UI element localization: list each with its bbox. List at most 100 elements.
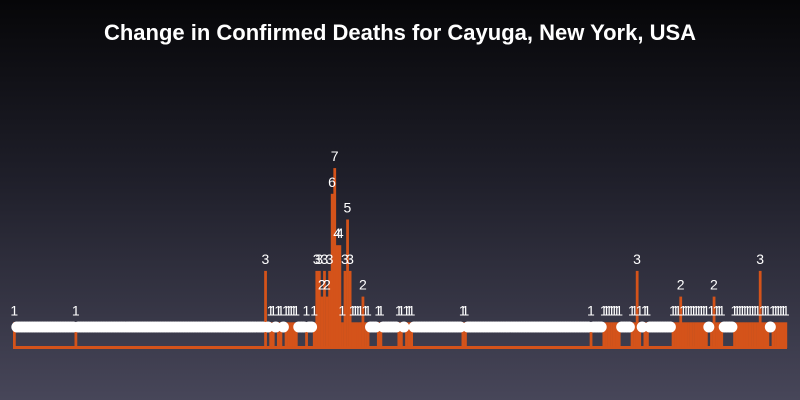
zero-marker (623, 321, 635, 333)
data-label: 2 (710, 277, 718, 293)
data-label: 0 (562, 320, 569, 335)
data-label: 1 (674, 302, 682, 318)
data-label: 1 (277, 302, 285, 318)
data-label: 1 (287, 302, 295, 318)
data-label: 1 (777, 302, 785, 318)
data-label: 0 (390, 320, 397, 335)
bar (317, 270, 321, 348)
data-label: 0 (423, 320, 430, 335)
data-label: 0 (559, 320, 566, 335)
data-label: 0 (528, 320, 535, 335)
data-label: 5 (344, 200, 352, 216)
bar (702, 322, 706, 348)
data-label: 1 (682, 302, 690, 318)
data-label: 1 (692, 302, 700, 318)
data-label: 0 (59, 320, 66, 335)
data-label: 0 (298, 320, 305, 335)
data-label: 0 (111, 320, 118, 335)
data-label: 0 (646, 320, 653, 335)
bar (312, 322, 316, 348)
bar (284, 322, 288, 348)
data-label: 1 (285, 302, 293, 318)
data-label: 0 (518, 320, 525, 335)
data-label: 1 (282, 302, 290, 318)
data-label: 0 (531, 320, 538, 335)
data-label: 0 (382, 320, 389, 335)
data-label: 1 (759, 302, 767, 318)
data-label: 0 (216, 320, 223, 335)
bar (320, 296, 324, 348)
bar (335, 245, 339, 348)
bar (735, 322, 739, 348)
data-label: 0 (626, 320, 633, 335)
bar (602, 322, 606, 348)
zero-marker-series (11, 321, 776, 333)
data-label: 0 (131, 320, 138, 335)
data-label: 2 (359, 277, 367, 293)
bar (356, 322, 360, 348)
data-label: 0 (490, 320, 497, 335)
bar (694, 322, 698, 348)
data-label: 1 (687, 302, 695, 318)
data-label: 0 (585, 320, 592, 335)
data-label: 0 (513, 320, 520, 335)
data-label: 0 (469, 320, 476, 335)
data-label: 1 (405, 302, 413, 318)
data-label: 0 (144, 320, 151, 335)
bar (774, 322, 777, 348)
data-label: 0 (590, 320, 597, 335)
bar (269, 322, 273, 348)
data-label: 0 (229, 320, 236, 335)
data-label: 0 (564, 320, 571, 335)
data-label: 0 (416, 320, 423, 335)
data-label: 1 (269, 302, 277, 318)
data-label: 1 (374, 302, 382, 318)
data-label: 0 (567, 320, 574, 335)
bar (610, 322, 613, 348)
data-label: 1 (749, 302, 757, 318)
data-label: 0 (577, 320, 584, 335)
data-label: 0 (80, 320, 87, 335)
data-label: 0 (129, 320, 136, 335)
data-label: 0 (393, 320, 400, 335)
data-label: 0 (44, 320, 51, 335)
bar (704, 322, 708, 348)
bar (684, 322, 688, 348)
zero-marker (664, 321, 676, 333)
data-label: 0 (705, 320, 712, 335)
data-label: 0 (418, 320, 425, 335)
data-label: 0 (88, 320, 95, 335)
data-label: 0 (623, 320, 630, 335)
data-label: 0 (767, 320, 774, 335)
data-label: 0 (492, 320, 499, 335)
zero-marker (703, 321, 715, 333)
bar (687, 322, 690, 348)
bar (630, 322, 634, 348)
data-label: 0 (659, 320, 666, 335)
bar (710, 322, 713, 348)
bar (753, 322, 757, 348)
data-label: 1 (397, 302, 405, 318)
data-label: 0 (134, 320, 141, 335)
data-label: 0 (598, 320, 605, 335)
bar (364, 322, 367, 348)
data-label: 0 (410, 320, 417, 335)
data-label: 6 (328, 174, 336, 190)
data-label: 1 (362, 302, 370, 318)
data-label: 1 (695, 302, 703, 318)
bar (689, 322, 693, 348)
data-label: 0 (82, 320, 89, 335)
bar (353, 322, 357, 348)
data-label: 0 (108, 320, 115, 335)
bar (13, 322, 16, 348)
data-label: 0 (175, 320, 182, 335)
data-label: 2 (323, 277, 331, 293)
data-label: 1 (267, 302, 275, 318)
data-label: 0 (541, 320, 548, 335)
bar (738, 322, 742, 348)
data-label: 1 (600, 302, 608, 318)
data-label: 0 (70, 320, 77, 335)
bar (341, 322, 344, 348)
bar (671, 322, 675, 348)
data-label: 0 (664, 320, 671, 335)
